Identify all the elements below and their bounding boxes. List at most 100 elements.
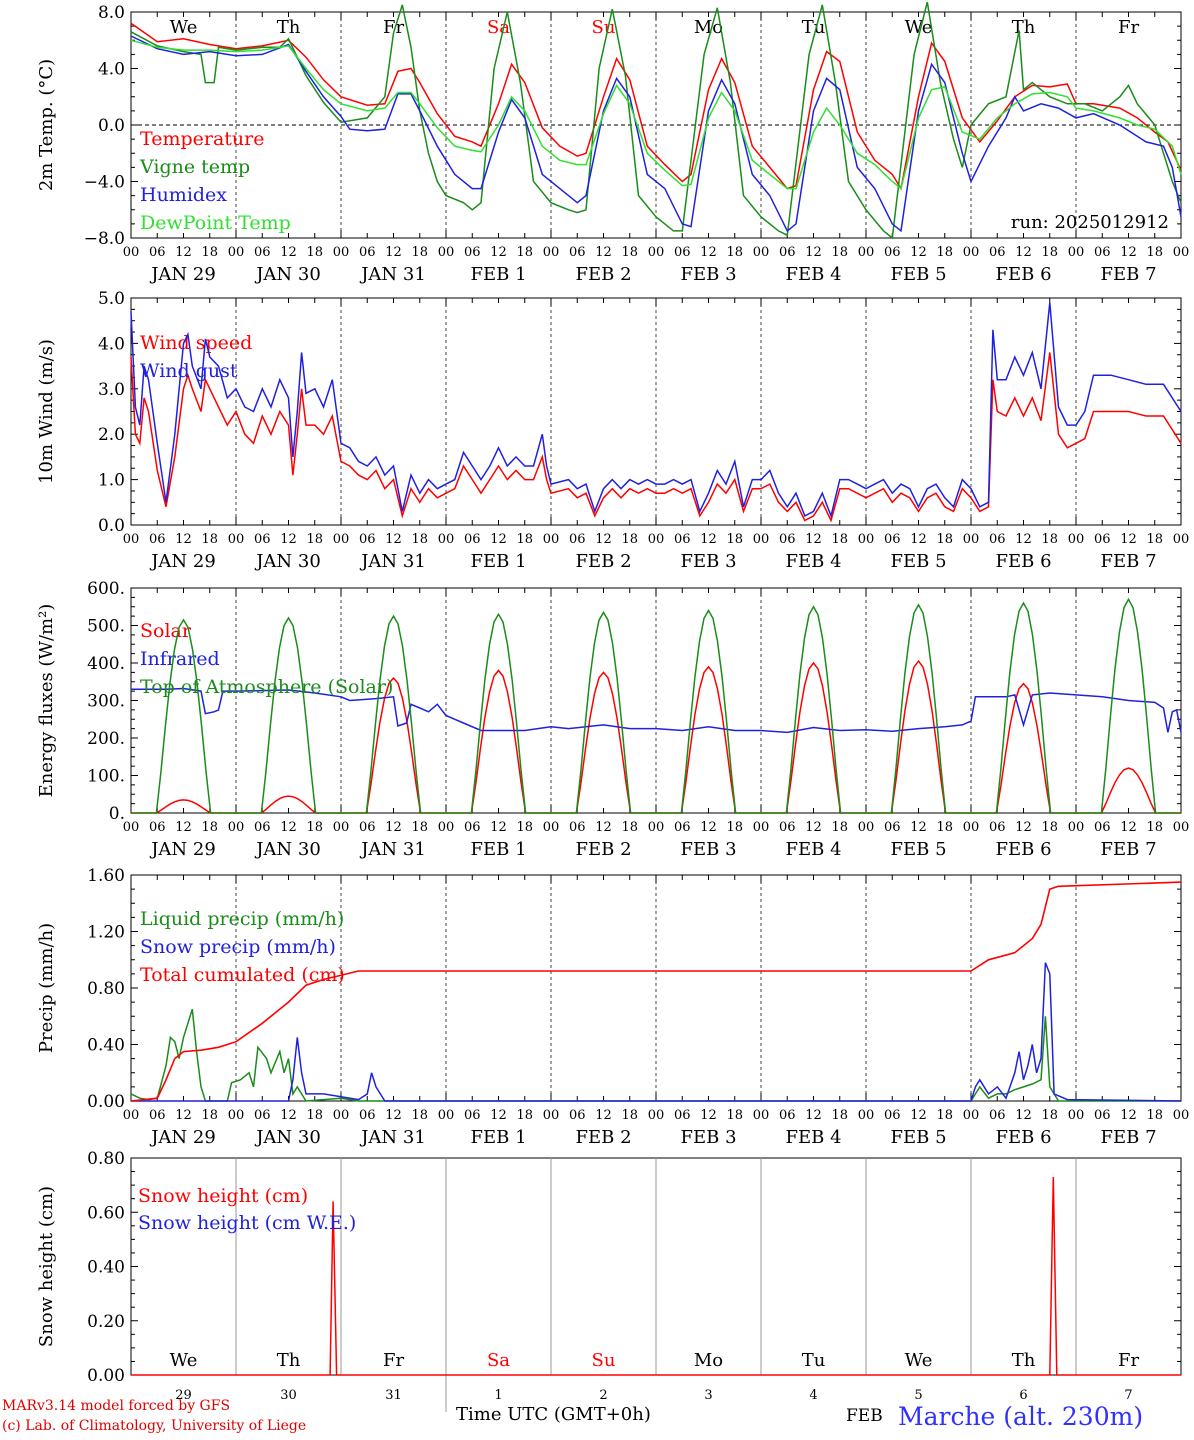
x-hour-label: 12 <box>595 1108 612 1123</box>
x-date-label: FEB 3 <box>680 264 736 285</box>
series-line-temperature <box>130 22 1182 191</box>
day-name-label: Sa <box>487 17 510 38</box>
day-name-label: We <box>905 1350 933 1371</box>
x-hour-label: 06 <box>779 820 796 835</box>
x-hour-label: 00 <box>648 820 665 835</box>
x-hour-label: 12 <box>1015 820 1032 835</box>
day-name-label: Th <box>1012 17 1036 38</box>
x-hour-label: 00 <box>228 1108 245 1123</box>
x-hour-label: 00 <box>1173 532 1190 547</box>
day-number-label: 4 <box>809 1388 817 1403</box>
x-hour-label: 00 <box>858 245 875 260</box>
x-hour-label: 12 <box>280 820 297 835</box>
x-hour-label: 06 <box>359 532 376 547</box>
day-name-label: Fr <box>383 1350 404 1371</box>
x-hour-label: 18 <box>726 532 743 547</box>
x-hour-label: 18 <box>201 532 218 547</box>
x-hour-label: 18 <box>516 245 533 260</box>
day-name-label: We <box>905 17 933 38</box>
x-hour-label: 12 <box>910 532 927 547</box>
x-hour-label: 00 <box>1068 1108 1085 1123</box>
x-hour-label: 12 <box>385 245 402 260</box>
y-tick-label: 1.20 <box>87 923 125 943</box>
x-date-label: FEB 1 <box>470 839 526 860</box>
x-hour-label: 12 <box>1015 532 1032 547</box>
x-hour-label: 12 <box>910 1108 927 1123</box>
x-date-label: FEB 6 <box>995 551 1051 572</box>
x-hour-label: 12 <box>700 1108 717 1123</box>
x-hour-label: 06 <box>1094 1108 1111 1123</box>
x-hour-label: 18 <box>1041 820 1058 835</box>
x-hour-label: 18 <box>726 1108 743 1123</box>
x-hour-label: 00 <box>1173 820 1190 835</box>
y-tick-label: 3.0 <box>98 380 125 400</box>
x-hour-label: 06 <box>674 820 691 835</box>
x-hour-label: 00 <box>333 532 350 547</box>
day-number-label: 31 <box>385 1388 402 1403</box>
y-tick-label: 300. <box>87 692 125 712</box>
x-date-label: JAN 31 <box>359 551 426 572</box>
x-hour-label: 06 <box>989 820 1006 835</box>
panel-frame-3 <box>130 587 1182 814</box>
series-line-vigne-temp <box>130 1 1182 240</box>
legend-entry: Wind speed <box>140 332 252 354</box>
y-tick-label: 0.60 <box>87 1203 125 1223</box>
x-hour-label: 18 <box>1041 532 1058 547</box>
x-hour-label: 06 <box>674 532 691 547</box>
x-date-label: FEB 2 <box>575 1127 631 1148</box>
x-hour-label: 18 <box>936 245 953 260</box>
x-date-label: FEB 4 <box>785 839 841 860</box>
x-hour-label: 12 <box>910 820 927 835</box>
x-date-label: JAN 29 <box>149 1127 216 1148</box>
legend-entry: DewPoint Temp <box>140 212 291 234</box>
x-hour-label: 18 <box>306 1108 323 1123</box>
x-hour-label: 18 <box>201 1108 218 1123</box>
y-tick-label: 0.20 <box>87 1312 125 1332</box>
x-hour-label: 12 <box>595 820 612 835</box>
y-tick-label: 8.0 <box>98 3 125 23</box>
x-hour-label: 06 <box>359 245 376 260</box>
x-date-label: FEB 4 <box>785 264 841 285</box>
x-hour-label: 18 <box>411 1108 428 1123</box>
x-hour-label: 12 <box>700 245 717 260</box>
x-hour-label: 00 <box>858 532 875 547</box>
y-tick-label: −4.0 <box>84 173 125 193</box>
x-hour-label: 00 <box>438 532 455 547</box>
x-hour-label: 18 <box>1041 245 1058 260</box>
day-number-label: 2 <box>599 1388 607 1403</box>
y-axis-label: Precip (mm/h) <box>36 923 57 1053</box>
day-name-label: Fr <box>383 17 404 38</box>
x-hour-label: 12 <box>805 532 822 547</box>
y-tick-label: 0.80 <box>87 1149 125 1169</box>
series-line-wind-gust <box>130 302 1182 519</box>
x-date-label: FEB 4 <box>785 551 841 572</box>
x-hour-label: 00 <box>438 820 455 835</box>
x-hour-label: 06 <box>254 820 271 835</box>
x-date-label: JAN 31 <box>359 839 426 860</box>
x-date-label: FEB 1 <box>470 551 526 572</box>
x-hour-label: 12 <box>595 532 612 547</box>
x-hour-label: 00 <box>1068 245 1085 260</box>
legend-entry: Liquid precip (mm/h) <box>140 908 344 930</box>
y-axis-label: 10m Wind (m/s) <box>36 339 57 484</box>
x-hour-label: 18 <box>516 820 533 835</box>
x-hour-label: 12 <box>175 820 192 835</box>
x-hour-label: 00 <box>543 245 560 260</box>
x-hour-label: 00 <box>858 1108 875 1123</box>
y-tick-label: 0.00 <box>87 1092 125 1112</box>
x-hour-label: 00 <box>753 532 770 547</box>
x-hour-label: 00 <box>1068 820 1085 835</box>
x-hour-label: 00 <box>1173 245 1190 260</box>
series-line-snow-height-cm- <box>131 1176 1181 1376</box>
x-hour-label: 06 <box>884 532 901 547</box>
legend-entry: Snow height (cm) <box>138 1185 308 1207</box>
x-hour-label: 18 <box>621 245 638 260</box>
day-name-label: Fr <box>1118 17 1139 38</box>
legend-entry: Snow height (cm W.E.) <box>138 1212 356 1234</box>
y-tick-label: 0. <box>109 804 125 824</box>
x-hour-label: 12 <box>1015 245 1032 260</box>
y-tick-label: 400. <box>87 654 125 674</box>
y-axis-label: 2m Temp. (°C) <box>36 59 57 191</box>
x-hour-label: 00 <box>438 245 455 260</box>
x-hour-label: 06 <box>989 532 1006 547</box>
